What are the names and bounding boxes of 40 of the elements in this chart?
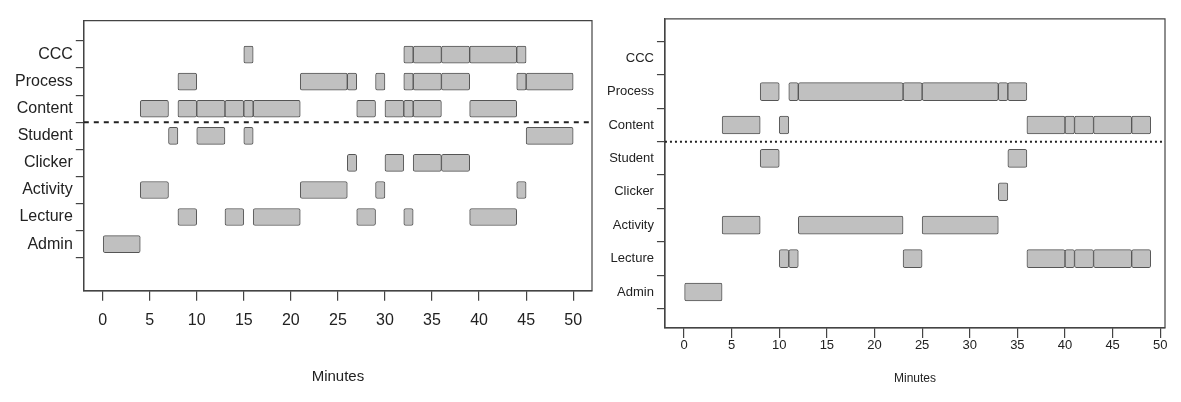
x-tick-label: 50: [564, 310, 583, 328]
x-tick-label: 10: [187, 310, 206, 328]
x-tick-label: 45: [517, 310, 536, 328]
x-tick-label: 35: [423, 310, 442, 328]
x-tick-label: 25: [914, 337, 930, 353]
y-tick-label: Process: [606, 83, 655, 99]
x-tick-label: 5: [145, 310, 155, 328]
y-tick-label: Clicker: [614, 183, 655, 199]
x-tick-label: 25: [329, 310, 347, 328]
y-tick-label: Lecture: [19, 207, 73, 225]
x-tick-label: 20: [281, 310, 300, 328]
x-tick-label: 15: [234, 310, 253, 328]
y-tick-label: Activity: [612, 216, 655, 232]
y-tick-label: Admin: [617, 283, 654, 299]
x-tick-label: 0: [98, 310, 108, 328]
y-tick-label: Activity: [22, 180, 73, 198]
y-tick-label: Content: [608, 116, 655, 132]
y-tick-label: Clicker: [23, 153, 74, 171]
x-tick-label: 35: [1010, 337, 1025, 353]
x-tick-label: 30: [376, 310, 394, 328]
x-tick-label: 45: [1105, 337, 1120, 353]
x-tick-label: 20: [867, 337, 882, 353]
x-tick-label: 40: [1057, 337, 1073, 353]
y-tick-label: CCC: [625, 49, 654, 65]
x-tick-label: 50: [1153, 337, 1168, 353]
x-axis-title: Minutes: [893, 371, 936, 386]
y-tick-label: Student: [609, 149, 655, 165]
x-tick-label: 5: [728, 337, 736, 353]
y-tick-label: Student: [17, 126, 74, 144]
x-tick-label: 10: [772, 337, 787, 353]
x-tick-label: 0: [680, 337, 688, 353]
x-axis-title: Minutes: [311, 367, 365, 385]
y-tick-label: Admin: [27, 234, 73, 252]
x-tick-label: 40: [470, 310, 489, 328]
x-tick-label: 15: [819, 337, 835, 353]
x-tick-label: 30: [962, 337, 977, 353]
y-tick-label: Process: [15, 72, 73, 90]
y-tick-label: Content: [16, 99, 74, 117]
y-tick-label: Lecture: [610, 250, 654, 266]
y-tick-label: CCC: [38, 44, 73, 62]
